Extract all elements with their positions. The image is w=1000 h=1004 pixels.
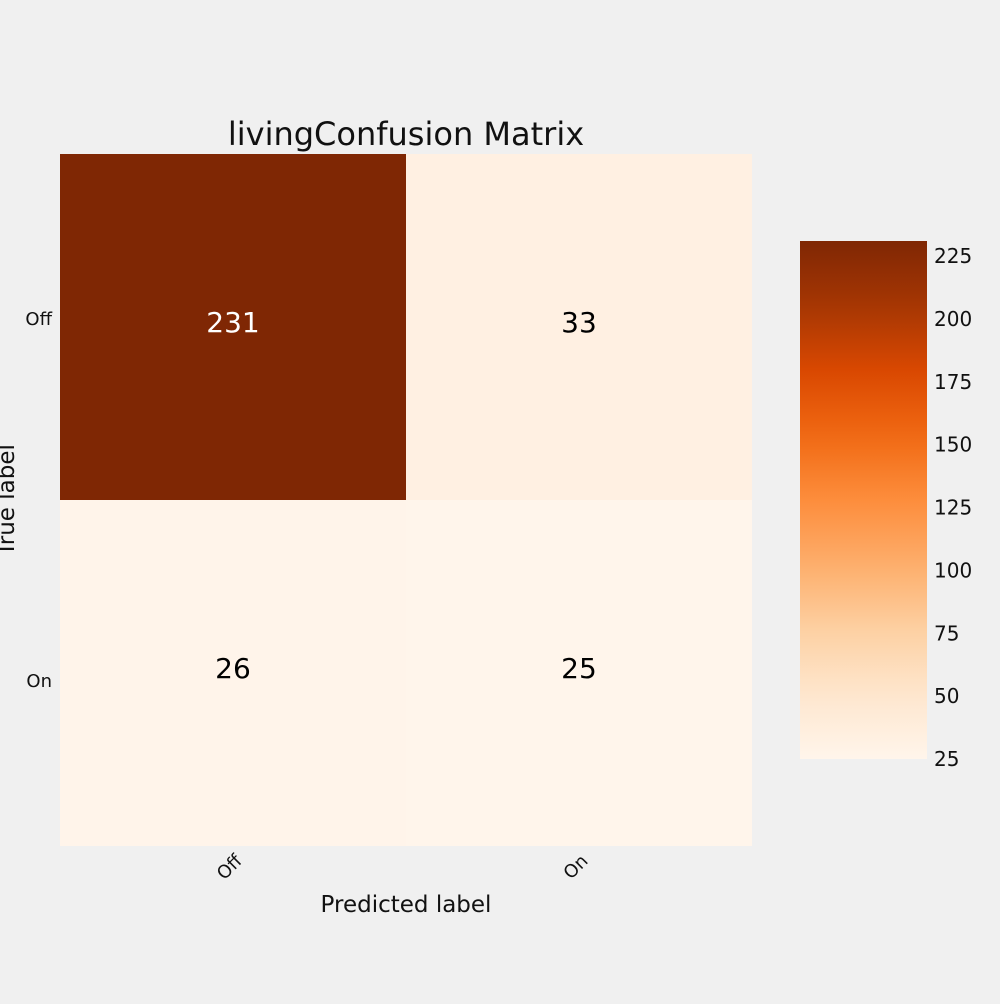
heatmap-cell-0-0	[60, 154, 406, 500]
x-tick-label: On	[560, 851, 593, 884]
colorbar-tick-label: 25	[934, 747, 959, 771]
colorbar-tick-label: 175	[934, 370, 972, 394]
heatmap-cell-1-0	[60, 500, 406, 846]
heatmap-cell-labels: 231 33 26 25	[206, 306, 597, 685]
cell-value-label: 33	[561, 306, 597, 339]
y-axis-label: True label	[0, 444, 20, 557]
colorbar-tick-label: 50	[934, 684, 959, 708]
x-tick-labels: Off On	[213, 850, 593, 884]
heatmap-cell-0-1	[406, 154, 752, 500]
y-tick-label: On	[26, 671, 52, 692]
colorbar-tick-label: 100	[934, 558, 972, 582]
cell-value-label: 25	[561, 652, 597, 685]
x-axis-label: Predicted label	[321, 892, 492, 918]
x-tick-label: Off	[213, 850, 247, 884]
colorbar-tick-label: 150	[934, 433, 972, 457]
y-tick-labels: Off On	[25, 309, 52, 692]
colorbar-tick-label: 125	[934, 496, 972, 520]
colorbar-tick-label: 200	[934, 307, 972, 331]
cell-value-label: 26	[215, 652, 251, 685]
cell-value-label: 231	[206, 306, 259, 339]
heatmap-cells	[60, 154, 752, 846]
colorbar-tick-label: 75	[934, 621, 959, 645]
colorbar-tick-label: 225	[934, 244, 972, 268]
heatmap-cell-1-1	[406, 500, 752, 846]
y-tick-label: Off	[25, 309, 52, 330]
colorbar	[800, 241, 927, 759]
chart-title: livingConfusion Matrix	[228, 115, 584, 153]
colorbar-tick-labels: 25 50 75 100 125 150 175 200 225	[934, 244, 972, 771]
